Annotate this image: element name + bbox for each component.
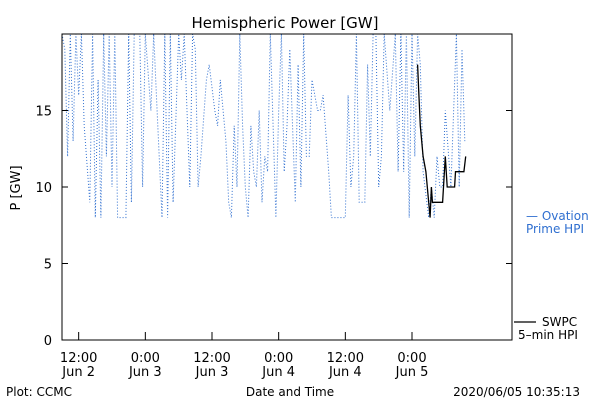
x-axis-label: Date and Time (246, 385, 334, 399)
x-tick-label-time: 0:00 (264, 351, 293, 366)
x-tick-label-date: Jun 5 (395, 365, 429, 380)
x-tick-label-date: Jun 3 (128, 365, 162, 380)
plot-frame (61, 33, 513, 341)
x-tick-label-time: 0:00 (131, 351, 160, 366)
x-tick-label-time: 12:00 (327, 351, 364, 366)
chart-title: Hemispheric Power [GW] (192, 14, 379, 32)
swpc-series-line (416, 64, 467, 218)
x-tick-label-date: Jun 4 (328, 365, 362, 380)
x-tick-label-time: 12:00 (60, 351, 97, 366)
x-tick-label-time: 0:00 (397, 351, 426, 366)
y-tick-label: 0 (44, 334, 52, 349)
legend: — Ovation Prime HPI SWPC 5–min HPI (514, 209, 589, 342)
y-tick-label: 15 (35, 105, 52, 120)
y-tick-label: 10 (35, 181, 52, 196)
x-tick-label-date: Jun 4 (261, 365, 295, 380)
x-tick-label-date: Jun 2 (61, 365, 95, 380)
footer-timestamp: 2020/06/05 10:35:13 (453, 385, 580, 399)
legend-ovation-label-line2: Prime HPI (526, 222, 584, 236)
plot-area (61, 33, 467, 219)
y-axis: 0 5 10 15 (35, 105, 512, 349)
x-tick-label-date: Jun 3 (195, 365, 229, 380)
footer-plot-credit: Plot: CCMC (6, 385, 72, 399)
y-axis-label: P [GW] (9, 165, 24, 210)
legend-ovation-label-line1: — Ovation (526, 209, 589, 223)
ovation-prime-series-line (61, 33, 466, 219)
y-tick-label: 5 (44, 258, 52, 273)
legend-swpc-label-line1: SWPC (542, 315, 577, 329)
x-tick-label-time: 12:00 (193, 351, 230, 366)
legend-swpc-label-line2: 5–min HPI (518, 328, 578, 342)
